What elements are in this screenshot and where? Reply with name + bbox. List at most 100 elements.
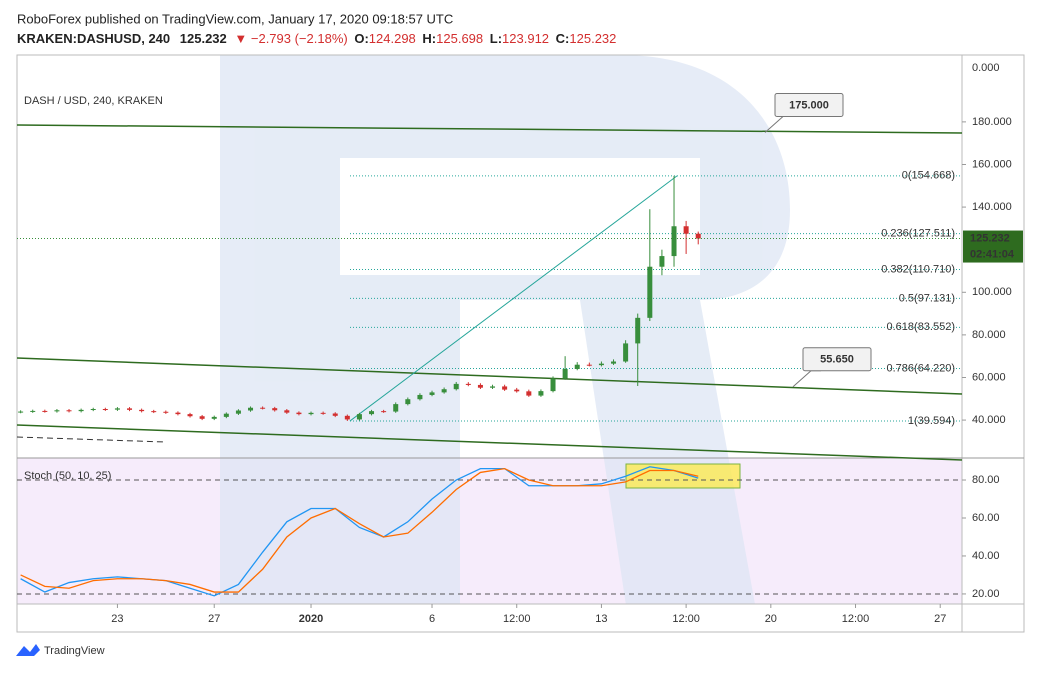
candle-body [695,233,701,239]
candle-body [296,412,302,415]
candle-body [586,364,592,366]
candle-body [574,364,580,369]
c-key: C: [556,31,570,46]
candle-body [235,410,241,414]
symbol-line: KRAKEN:DASHUSD, 240 125.232 ▼ −2.793 (−2… [17,31,616,46]
candle-body [465,383,471,385]
candle-body [187,414,193,417]
candle-body [102,409,108,411]
candle-body [344,415,350,420]
candle-body [175,412,181,415]
candle-body [260,407,266,409]
candle-body [453,383,459,390]
candle-body [671,226,677,257]
candle-body [248,407,254,411]
x-tick-label: 20 [765,613,777,625]
l-value: 123.912 [502,31,549,46]
candle-body [441,389,447,393]
candle-body [477,384,483,388]
o-value: 124.298 [369,31,416,46]
candle-body [611,361,617,364]
candle-body [223,413,229,417]
x-tick-label: 27 [934,613,946,625]
logo [16,644,40,656]
candle-body [635,317,641,344]
x-tick-label: 12:00 [503,613,531,625]
candle-body [405,399,411,405]
plot-area [17,175,962,597]
candle-body [127,408,133,410]
candle-body [514,389,520,392]
candle-body [114,408,120,410]
y-tick-label: 40.00 [972,550,1000,562]
countdown: 02:41:04 [970,248,1015,260]
candle-body [320,412,326,414]
x-tick-label: 2020 [299,613,323,625]
candle-body [659,256,665,267]
candle-body [18,411,24,413]
candle-body [151,411,157,413]
last-price-label: 125.232 [970,232,1010,244]
candle-body [272,408,278,411]
candle-body [598,363,604,366]
y-tick-label: 160.000 [972,158,1012,170]
y-tick-label: 40.000 [972,414,1006,426]
last-price-box [963,230,1023,263]
candle-body [381,411,387,413]
callout-box [802,347,872,372]
callout-pointer [792,370,821,388]
y-tick-label: 140.000 [972,201,1012,213]
x-tick-label: 6 [429,613,435,625]
candle-body [42,410,48,412]
brand: TradingView [44,645,105,657]
candle-body [284,410,290,413]
candle-body [356,414,362,420]
drawings [17,124,962,461]
y-tick-label: 100.000 [972,286,1012,298]
callout-label: 175.000 [789,99,829,111]
candle-body [139,409,145,412]
c-value: 125.232 [569,31,616,46]
callout-box [774,93,844,118]
candle-body [502,386,508,390]
dashed-line [17,436,166,443]
fib-trend [349,175,678,422]
candle-body [332,413,338,416]
candle-body [526,391,532,396]
fib-label: 1(39.594) [908,415,955,427]
candle-body [211,416,217,419]
h-key: H: [422,31,436,46]
y-tick-label: 20.00 [972,588,1000,600]
fib-label: 0.382(110.710) [881,263,955,275]
candle-body [538,391,544,396]
candle-body [66,410,72,412]
top-axis-label: 0.000 [972,62,1000,74]
l-key: L: [490,31,502,46]
x-tick-label: 13 [595,613,607,625]
candle-body [647,266,653,318]
stoch-background [17,458,962,604]
fib-label: 0.5(97.131) [899,292,955,304]
callout-label: 55.650 [820,354,854,366]
y-tick-label: 80.000 [972,329,1006,341]
candle-body [550,378,556,392]
fib-label: 0.236(127.511) [881,228,955,240]
candle-body [429,392,435,395]
fib-label: 0(154.668) [902,170,955,182]
candle-body [163,411,169,413]
y-tick-label: 80.00 [972,474,1000,486]
pane-title: DASH / USD, 240, KRAKEN [24,95,163,107]
candle-body [683,226,689,234]
candle-body [369,411,375,415]
channel-line [17,357,962,395]
candle-body [417,394,423,400]
fib-label: 0.618(83.552) [887,321,956,333]
candle-body [623,343,629,362]
candle-body [54,410,60,412]
channel-line [17,424,962,461]
candle-body [90,409,96,411]
o-key: O: [354,31,368,46]
x-tick-label: 12:00 [672,613,700,625]
stoch-title: Stoch (50, 10, 25) [24,470,111,482]
